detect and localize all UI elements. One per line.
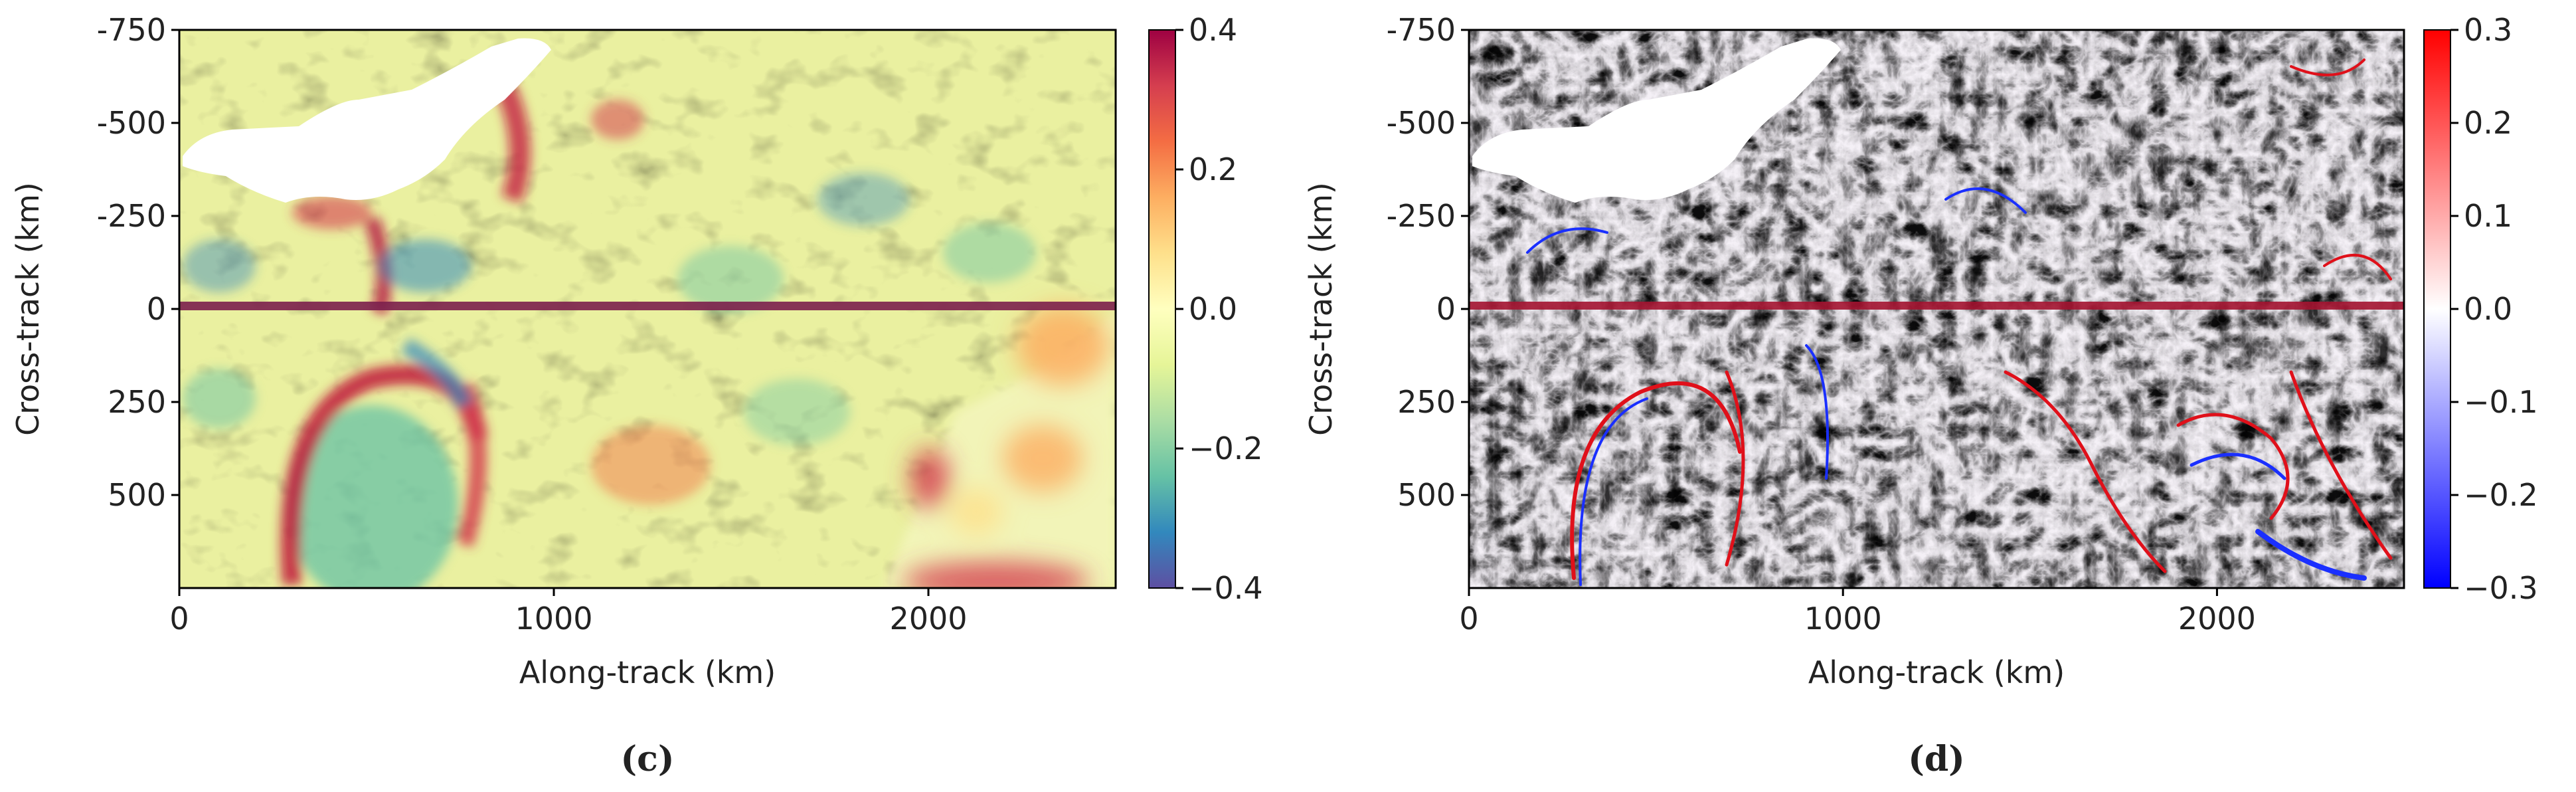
y-axis-d: -750 -500 -250 0 250 500 — [1387, 12, 1469, 513]
x-tick-label-d-1: 1000 — [1804, 601, 1882, 637]
x-axis-c: 0 1000 2000 — [169, 588, 968, 637]
colorbar-tick-label-d-5: −0.2 — [2464, 477, 2538, 513]
heatmap-d-filaments — [1526, 58, 2393, 586]
colorbar-tick-label-c-4: −0.4 — [1189, 570, 1263, 606]
heatmap-c-features — [183, 82, 1036, 588]
colorbar-tick-label-c-2: 0.0 — [1189, 291, 1237, 327]
y-tick-label-c-5: 500 — [108, 477, 166, 513]
colorbar-tick-label-c-1: 0.2 — [1189, 151, 1237, 187]
land-mask-c — [183, 38, 551, 203]
x-axis-label-d: Along-track (km) — [1808, 654, 2065, 690]
colorbar-d — [2423, 29, 2451, 589]
heatmap-d-nadir-gap — [1469, 302, 2404, 310]
colorbar-tick-label-d-6: −0.3 — [2464, 570, 2538, 606]
y-axis-label-c: Cross-track (km) — [10, 182, 46, 436]
colorbar-tick-label-d-3: 0.0 — [2464, 291, 2512, 327]
heatmap-c-nadir-gap — [179, 302, 1116, 310]
y-tick-label-d-0: -750 — [1387, 12, 1456, 48]
x-tick-label-d-0: 0 — [1459, 601, 1478, 637]
y-axis-c: -750 -500 -250 0 250 500 — [97, 12, 179, 513]
colorbar-tick-label-d-4: −0.1 — [2464, 384, 2538, 420]
y-tick-label-c-2: -250 — [97, 198, 166, 234]
y-tick-label-c-0: -750 — [97, 12, 166, 48]
x-tick-label-c-0: 0 — [169, 601, 189, 637]
colorbar-c — [1148, 29, 1176, 589]
colorbar-ticks-c: 0.4 0.2 0.0 −0.2 −0.4 — [1175, 12, 1263, 606]
colorbar-tick-label-c-3: −0.2 — [1189, 431, 1263, 466]
y-tick-label-d-4: 250 — [1397, 384, 1456, 420]
land-mask-d — [1472, 38, 1841, 203]
y-tick-label-d-1: -500 — [1387, 105, 1456, 141]
colorbar-ticks-d: 0.3 0.2 0.1 0.0 −0.1 −0.2 −0.3 — [2450, 12, 2538, 606]
panel-d: -750 -500 -250 0 250 500 0 1000 2000 Along-trac… — [1303, 12, 2538, 779]
x-axis-label-c: Along-track (km) — [519, 654, 776, 690]
colorbar-tick-label-d-2: 0.1 — [2464, 198, 2512, 234]
heatmap-d — [1469, 30, 2404, 588]
x-tick-label-d-2: 2000 — [2178, 601, 2256, 637]
panel-label-d: (d) — [1908, 739, 1965, 779]
x-tick-label-c-1: 1000 — [515, 601, 592, 637]
heatmap-c-smooth-blobs — [903, 306, 1109, 588]
heatmap-c — [179, 30, 1116, 588]
y-axis-label-d: Cross-track (km) — [1303, 182, 1339, 436]
colorbar-tick-label-c-0: 0.4 — [1189, 12, 1237, 48]
colorbar-tick-label-d-0: 0.3 — [2464, 12, 2512, 48]
colorbar-tick-label-d-1: 0.2 — [2464, 105, 2512, 141]
y-tick-label-d-5: 500 — [1397, 477, 1456, 513]
x-axis-d: 0 1000 2000 — [1459, 588, 2256, 637]
y-tick-label-d-3: 0 — [1436, 291, 1456, 327]
panel-c: -750 -500 -250 0 250 500 0 1000 2000 Along-trac… — [10, 12, 1263, 779]
y-tick-label-d-2: -250 — [1387, 198, 1456, 234]
x-tick-label-c-2: 2000 — [889, 601, 967, 637]
y-tick-label-c-4: 250 — [108, 384, 166, 420]
y-tick-label-c-3: 0 — [147, 291, 166, 327]
y-tick-label-c-1: -500 — [97, 105, 166, 141]
panel-label-c: (c) — [621, 739, 675, 779]
